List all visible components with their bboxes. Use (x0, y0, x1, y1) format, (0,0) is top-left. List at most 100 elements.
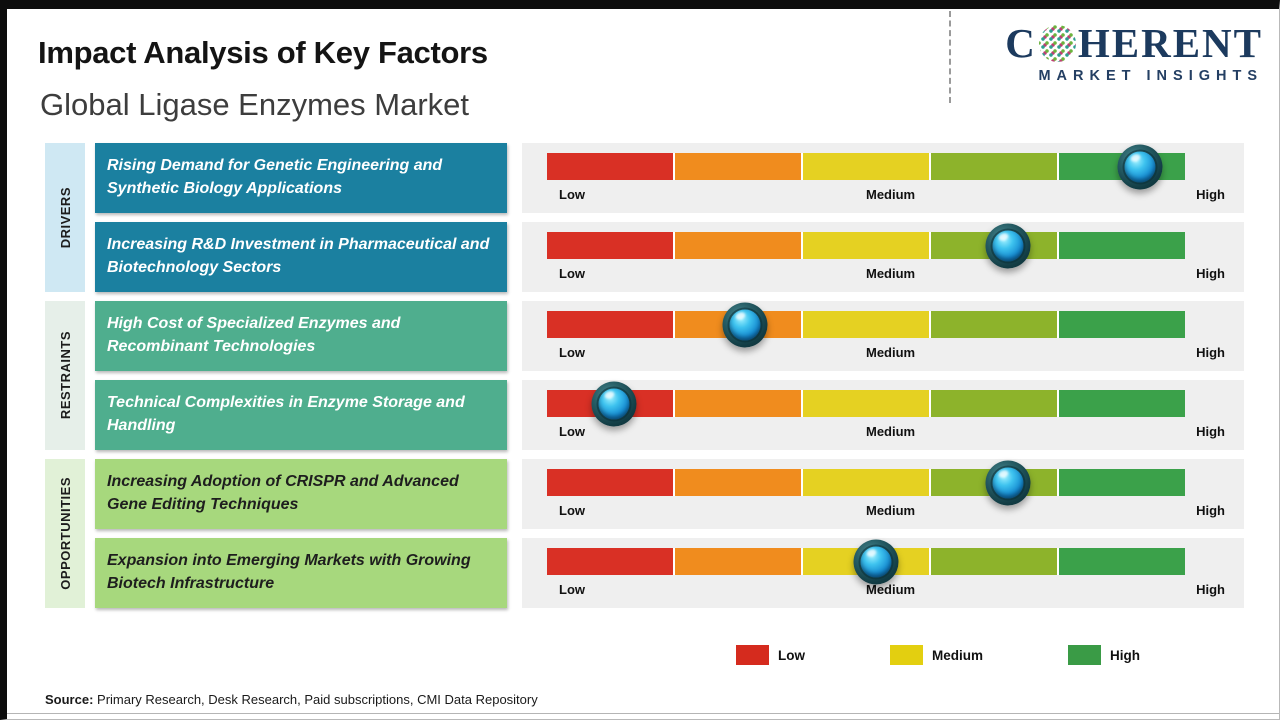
divider (949, 11, 951, 103)
impact-bar-panel: Low Medium High (522, 538, 1244, 608)
scale-segment (803, 469, 929, 496)
impact-marker (722, 302, 768, 347)
factor-row: High Cost of Specialized Enzymes and Rec… (95, 301, 1244, 371)
scale-label-medium: Medium (865, 503, 916, 518)
scale-label-low: Low (559, 187, 585, 202)
factor-row: Increasing Adoption of CRISPR and Advanc… (95, 459, 1244, 529)
source-line: Source: Primary Research, Desk Research,… (45, 692, 538, 707)
scale-segment (1059, 311, 1185, 338)
scale-segment (1059, 548, 1185, 575)
section-opportunities: OPPORTUNITIES Increasing Adoption of CRI… (45, 459, 1244, 608)
scale-segment (547, 311, 673, 338)
scale-label-low: Low (559, 424, 585, 439)
scale-label-medium: Medium (865, 266, 916, 281)
logo-wordmark: C HERENT (963, 23, 1263, 64)
scale-label-medium: Medium (865, 424, 916, 439)
scale-label-high: High (1196, 345, 1225, 360)
impact-chart: DRIVERS Rising Demand for Genetic Engine… (7, 143, 1279, 665)
scale-label-medium: Medium (865, 345, 916, 360)
scale-label-high: High (1196, 187, 1225, 202)
source-prefix: Source: (45, 692, 94, 707)
page-subtitle: Global Ligase Enzymes Market (40, 87, 470, 122)
page-title: Impact Analysis of Key Factors (38, 35, 488, 70)
impact-scale (547, 232, 1185, 259)
source-text: Primary Research, Desk Research, Paid su… (93, 692, 538, 707)
group-label-opportunities: OPPORTUNITIES (45, 459, 85, 608)
factor-row: Expansion into Emerging Markets with Gro… (95, 538, 1244, 608)
section-restraints: RESTRAINTS High Cost of Specialized Enzy… (45, 301, 1244, 450)
scale-label-high: High (1196, 424, 1225, 439)
scale-segment (675, 390, 801, 417)
scale-segment (803, 232, 929, 259)
impact-marker (591, 381, 637, 426)
logo-letter-c: C (1005, 20, 1037, 66)
scale-label-low: Low (559, 345, 585, 360)
legend-swatch-medium (889, 645, 923, 665)
factor-row: Increasing R&D Investment in Pharmaceuti… (95, 222, 1244, 292)
impact-marker (985, 223, 1031, 268)
scale-segment (803, 311, 929, 338)
coherent-logo: C HERENT MARKET INSIGHTS (963, 23, 1263, 85)
legend-swatch-low (735, 645, 769, 665)
impact-bar-panel: Low Medium High (522, 380, 1244, 450)
scale-segment (675, 232, 801, 259)
scale-segment (1059, 469, 1185, 496)
scale-label-medium: Medium (865, 582, 916, 597)
factor-row: Rising Demand for Genetic Engineering an… (95, 143, 1244, 213)
legend-item-low: Low (735, 645, 805, 665)
group-label-drivers: DRIVERS (45, 143, 85, 292)
factor-box: Rising Demand for Genetic Engineering an… (95, 143, 507, 213)
factor-box: High Cost of Specialized Enzymes and Rec… (95, 301, 507, 371)
factor-box: Expansion into Emerging Markets with Gro… (95, 538, 507, 608)
scale-segment (931, 548, 1057, 575)
impact-marker (985, 460, 1031, 505)
impact-scale (547, 390, 1185, 417)
section-drivers: DRIVERS Rising Demand for Genetic Engine… (45, 143, 1244, 292)
logo-tagline: MARKET INSIGHTS (1038, 68, 1263, 84)
impact-bar-panel: Low Medium High (522, 301, 1244, 371)
scale-segment (931, 311, 1057, 338)
logo-letters-rest: HERENT (1077, 20, 1263, 66)
scale-segment (547, 548, 673, 575)
scale-segment (931, 153, 1057, 180)
scale-label-low: Low (559, 582, 585, 597)
impact-marker (1117, 144, 1163, 189)
factor-box: Technical Complexities in Enzyme Storage… (95, 380, 507, 450)
legend-swatch-high (1068, 645, 1101, 665)
impact-scale (547, 469, 1185, 496)
scale-label-high: High (1196, 582, 1225, 597)
impact-marker (853, 539, 899, 584)
header: Impact Analysis of Key Factors Global Li… (7, 9, 1279, 143)
scale-segment (675, 469, 801, 496)
scale-label-high: High (1196, 266, 1225, 281)
scale-segment (1059, 232, 1185, 259)
legend-item-high: High (1068, 645, 1140, 665)
scale-segment (675, 153, 801, 180)
impact-bar-panel: Low Medium High (522, 143, 1244, 213)
scale-label-low: Low (559, 503, 585, 518)
globe-icon (1038, 25, 1076, 62)
scale-segment (547, 153, 673, 180)
scale-segment (1059, 390, 1185, 417)
scale-segment (547, 469, 673, 496)
factor-box: Increasing Adoption of CRISPR and Advanc… (95, 459, 507, 529)
legend-item-medium: Medium (889, 645, 983, 665)
factor-box: Increasing R&D Investment in Pharmaceuti… (95, 222, 507, 292)
scale-segment (931, 390, 1057, 417)
impact-scale (547, 311, 1185, 338)
scale-segment (675, 548, 801, 575)
scale-label-high: High (1196, 503, 1225, 518)
impact-bar-panel: Low Medium High (522, 222, 1244, 292)
legend: Low Medium High (45, 645, 1244, 665)
scale-label-low: Low (559, 266, 585, 281)
scale-segment (803, 153, 929, 180)
factor-row: Technical Complexities in Enzyme Storage… (95, 380, 1244, 450)
scale-segment (803, 390, 929, 417)
group-label-restraints: RESTRAINTS (45, 301, 85, 450)
impact-bar-panel: Low Medium High (522, 459, 1244, 529)
scale-label-medium: Medium (865, 187, 916, 202)
scale-segment (547, 232, 673, 259)
impact-scale (547, 153, 1185, 180)
bottom-rule (7, 713, 1279, 714)
